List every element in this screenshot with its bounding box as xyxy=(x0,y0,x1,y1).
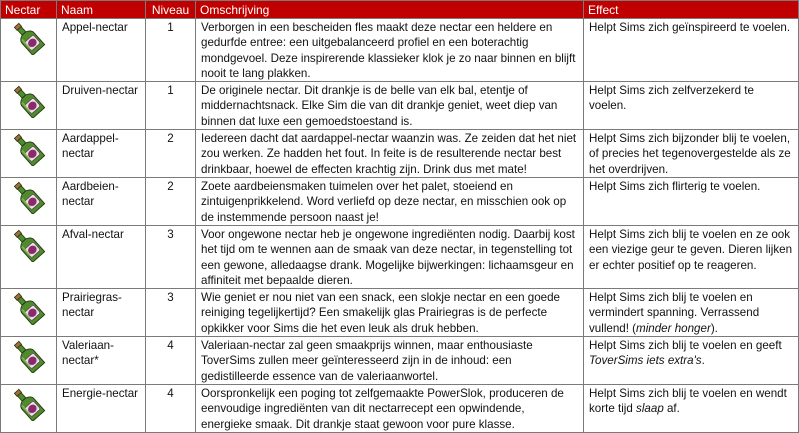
effect-emphasis: slaap xyxy=(636,402,664,416)
nectar-name: Druiven-nectar xyxy=(56,81,146,131)
nectar-level: 3 xyxy=(145,288,196,338)
nectar-bottle-icon xyxy=(13,229,46,263)
nectar-description: Verborgen in een bescheiden fles maakt d… xyxy=(195,17,584,83)
nectar-level: 4 xyxy=(145,383,196,433)
nectar-description: Iedereen dacht dat aardappel-nectar waan… xyxy=(195,129,584,179)
effect-text: ). xyxy=(710,321,718,335)
table-row: Aardbeien-nectar 2 Zoete aardbeiensmaken… xyxy=(0,177,799,226)
nectar-icon-cell xyxy=(0,129,57,179)
nectar-icon-cell xyxy=(0,336,57,385)
nectar-name: Aardbeien-nectar xyxy=(56,177,146,226)
table-row: Druiven-nectar 1 De originele nectar. Di… xyxy=(0,81,799,131)
nectar-effect: Helpt Sims zich geïnspireerd te voelen. xyxy=(583,17,799,83)
nectar-effect: Helpt Sims zich blij te voelen en vermin… xyxy=(583,288,799,338)
nectar-effect: Helpt Sims zich flirterig te voelen. xyxy=(583,177,799,226)
header-level: Niveau xyxy=(145,0,196,19)
nectar-level: 4 xyxy=(145,336,196,385)
nectar-effect: Helpt Sims zich blij te voelen en geeft … xyxy=(583,336,799,385)
table-row: Appel-nectar 1 Verborgen in een bescheid… xyxy=(0,17,799,83)
effect-emphasis: minder honger xyxy=(636,321,711,335)
nectar-icon-cell xyxy=(0,17,57,83)
effect-text: Helpt Sims zich blij te voelen en wendt … xyxy=(589,386,787,416)
nectar-effect: Helpt Sims zich bijzonder blij te voelen… xyxy=(583,129,799,179)
effect-emphasis: ToverSims iets extra's xyxy=(589,354,702,368)
nectar-description: Valeriaan-nectar zal geen smaakprijs win… xyxy=(195,336,584,385)
nectar-icon-cell xyxy=(0,81,57,131)
nectar-name: Afval-nectar xyxy=(56,224,146,290)
table-row: Energie-nectar 4 Oorspronkelijk een pogi… xyxy=(0,383,799,433)
nectar-bottle-icon xyxy=(13,133,46,168)
table-row: Aardappel-nectar 2 Iedereen dacht dat aa… xyxy=(0,129,799,179)
nectar-name: Energie-nectar xyxy=(56,383,146,433)
effect-text: Helpt Sims zich flirterig te voelen. xyxy=(589,180,761,194)
nectar-description: Voor ongewone nectar heb je ongewone ing… xyxy=(195,224,584,290)
nectar-bottle-icon xyxy=(13,22,46,56)
nectar-level: 3 xyxy=(145,224,196,290)
nectar-bottle-icon xyxy=(13,340,46,374)
effect-text: . xyxy=(701,354,705,368)
effect-text: Helpt Sims zich bijzonder blij te voelen… xyxy=(589,132,791,176)
header-nectar: Nectar xyxy=(0,0,57,19)
nectar-bottle-icon xyxy=(13,181,46,215)
effect-text: Helpt Sims zich blij te voelen en ze ook… xyxy=(589,227,793,272)
nectar-level: 2 xyxy=(145,129,196,179)
nectar-level: 1 xyxy=(145,81,196,131)
header-row: Nectar Naam Niveau Omschrijving Effect xyxy=(0,0,799,19)
nectar-description: De originele nectar. Dit drankje is de b… xyxy=(195,81,584,131)
nectar-effect: Helpt Sims zich blij te voelen en ze ook… xyxy=(583,224,799,290)
nectar-name: Aardappel-nectar xyxy=(56,129,146,179)
nectar-bottle-icon xyxy=(13,85,46,120)
nectar-description: Oorspronkelijk een poging tot zelfgemaak… xyxy=(195,383,584,433)
nectar-level: 1 xyxy=(145,17,196,83)
nectar-name: Prairiegras-nectar xyxy=(56,288,146,338)
nectar-name: Appel-nectar xyxy=(56,17,146,83)
nectar-icon-cell xyxy=(0,177,57,226)
nectar-description: Wie geniet er nou niet van een snack, ee… xyxy=(195,288,584,338)
nectar-bottle-icon xyxy=(13,292,46,327)
nectar-effect: Helpt Sims zich zelfverzekerd te voelen. xyxy=(583,81,799,131)
nectar-icon-cell xyxy=(0,288,57,338)
effect-text: Helpt Sims zich blij te voelen en geeft xyxy=(589,339,782,353)
effect-text: Helpt Sims zich zelfverzekerd te voelen. xyxy=(589,84,754,113)
header-description: Omschrijving xyxy=(195,0,584,19)
nectar-bottle-icon xyxy=(13,388,46,422)
nectar-name: Valeriaan-nectar* xyxy=(56,336,146,385)
effect-text: Helpt Sims zich blij te voelen en vermin… xyxy=(589,291,760,335)
nectar-icon-cell xyxy=(0,224,57,290)
effect-text: af. xyxy=(663,402,680,416)
table-row: Afval-nectar 3 Voor ongewone nectar heb … xyxy=(0,224,799,290)
effect-text: Helpt Sims zich geïnspireerd te voelen. xyxy=(589,21,791,34)
nectar-description: Zoete aardbeiensmaken tuimelen over het … xyxy=(195,177,584,226)
nectar-icon-cell xyxy=(0,383,57,433)
table-row: Prairiegras-nectar 3 Wie geniet er nou n… xyxy=(0,288,799,338)
nectar-level: 2 xyxy=(145,177,196,226)
header-name: Naam xyxy=(56,0,146,19)
table-row: Valeriaan-nectar* 4 Valeriaan-nectar zal… xyxy=(0,336,799,385)
nectar-effect: Helpt Sims zich blij te voelen en wendt … xyxy=(583,383,799,433)
header-effect: Effect xyxy=(583,0,799,19)
